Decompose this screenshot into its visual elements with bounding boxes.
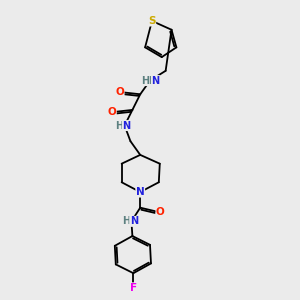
Text: O: O xyxy=(107,107,116,117)
Text: HN: HN xyxy=(141,76,157,85)
Text: N: N xyxy=(136,187,145,197)
Text: F: F xyxy=(130,283,137,293)
Text: H: H xyxy=(115,121,123,130)
Text: N: N xyxy=(130,216,138,226)
Text: H: H xyxy=(122,216,130,226)
Text: N: N xyxy=(122,121,130,130)
Text: S: S xyxy=(148,16,156,26)
Text: N: N xyxy=(152,76,160,85)
Text: O: O xyxy=(115,87,124,97)
Text: O: O xyxy=(156,207,165,217)
